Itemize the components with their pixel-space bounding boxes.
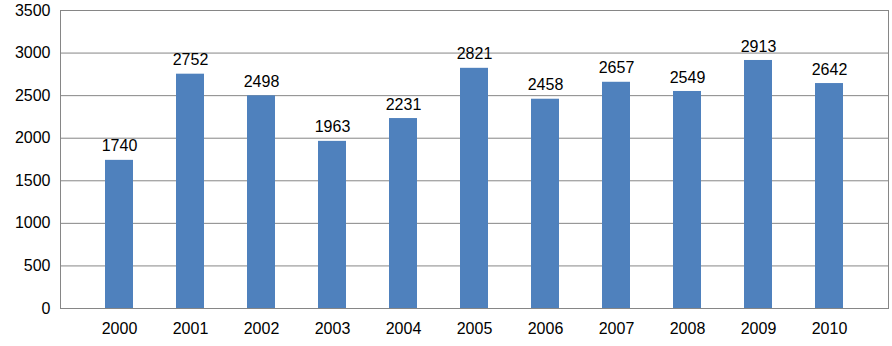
svg-text:2000: 2000 xyxy=(15,129,51,146)
svg-text:2549: 2549 xyxy=(670,69,706,86)
svg-text:2009: 2009 xyxy=(741,320,777,337)
svg-text:2007: 2007 xyxy=(599,320,635,337)
svg-text:2003: 2003 xyxy=(315,320,351,337)
svg-text:500: 500 xyxy=(24,257,51,274)
svg-text:2231: 2231 xyxy=(386,96,422,113)
svg-text:2500: 2500 xyxy=(15,87,51,104)
svg-text:2458: 2458 xyxy=(528,76,564,93)
svg-text:2642: 2642 xyxy=(812,61,848,78)
svg-text:2752: 2752 xyxy=(173,51,209,68)
svg-text:3500: 3500 xyxy=(15,2,51,19)
svg-text:1500: 1500 xyxy=(15,172,51,189)
svg-text:2498: 2498 xyxy=(244,73,280,90)
svg-text:2005: 2005 xyxy=(457,320,493,337)
svg-text:2000: 2000 xyxy=(102,320,138,337)
svg-text:3000: 3000 xyxy=(15,44,51,61)
svg-text:0: 0 xyxy=(42,300,51,317)
svg-text:2004: 2004 xyxy=(386,320,422,337)
svg-text:2001: 2001 xyxy=(173,320,209,337)
svg-text:2657: 2657 xyxy=(599,59,635,76)
svg-text:2821: 2821 xyxy=(457,45,493,62)
svg-text:2006: 2006 xyxy=(528,320,564,337)
svg-text:2002: 2002 xyxy=(244,320,280,337)
svg-text:2008: 2008 xyxy=(670,320,706,337)
svg-text:1963: 1963 xyxy=(315,118,351,135)
svg-text:1000: 1000 xyxy=(15,214,51,231)
svg-text:2913: 2913 xyxy=(741,38,777,55)
svg-text:1740: 1740 xyxy=(102,137,138,154)
svg-text:2010: 2010 xyxy=(812,320,848,337)
